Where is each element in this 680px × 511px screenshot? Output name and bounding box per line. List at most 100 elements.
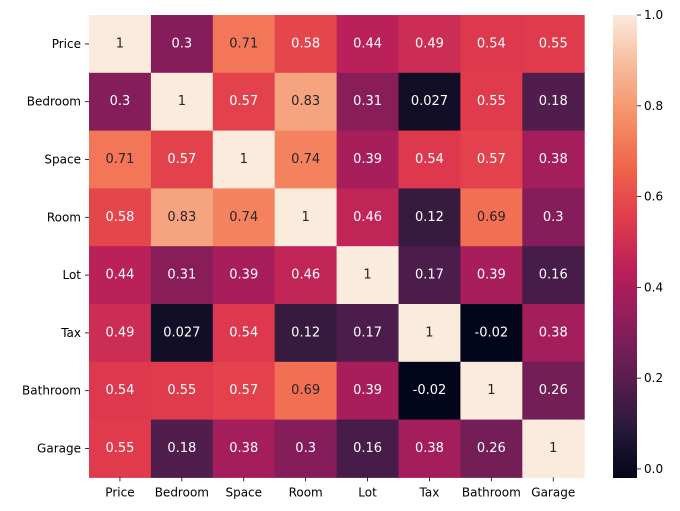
heatmap-cell xyxy=(398,130,461,189)
heatmap-cell xyxy=(522,15,585,74)
x-tick-label: Bathroom xyxy=(462,485,521,499)
heatmap-cell xyxy=(336,246,399,305)
cell-value-label: 0.18 xyxy=(539,94,568,109)
heatmap-cell xyxy=(212,246,276,305)
heatmap-cell xyxy=(460,188,523,247)
cell-value-label: 0.57 xyxy=(167,152,196,167)
cell-value-label: 0.38 xyxy=(415,441,444,456)
heatmap-cell xyxy=(150,188,214,247)
colorbar-tick-label: 1.0 xyxy=(644,8,663,22)
cell-value-label: 0.57 xyxy=(229,383,258,398)
cell-value-label: 0.83 xyxy=(291,94,320,109)
y-tick-label: Bedroom xyxy=(27,95,81,109)
x-tick-label: Garage xyxy=(531,485,575,499)
cell-value-label: 0.46 xyxy=(353,210,382,225)
cell-value-label: 0.16 xyxy=(539,268,568,283)
heatmap-cell xyxy=(89,72,152,132)
cell-value-label: 0.12 xyxy=(415,210,444,225)
heatmap-cell xyxy=(274,361,338,421)
heatmap-cell xyxy=(460,419,523,478)
cell-value-label: 0.69 xyxy=(291,383,320,398)
heatmap-cell xyxy=(274,246,338,305)
colorbar-tick-label: 0.2 xyxy=(644,371,663,385)
cell-value-label: -0.02 xyxy=(413,383,447,398)
cell-value-label: 0.3 xyxy=(295,441,316,456)
heatmap-cell xyxy=(212,304,276,363)
y-tick-label: Space xyxy=(44,153,81,167)
heatmap-cell xyxy=(398,72,461,132)
cell-value-label: 0.69 xyxy=(477,210,506,225)
cell-value-label: 0.54 xyxy=(229,325,258,340)
x-tick-labels: Price Bedroom Space Room Lot Tax Bathroom Garag… xyxy=(105,477,575,499)
y-tick-label: Bathroom xyxy=(22,384,81,398)
cell-value-label: 1 xyxy=(240,152,248,167)
x-tick-label: Bedroom xyxy=(155,485,209,499)
cell-value-label: 0.38 xyxy=(539,152,568,167)
cell-value-label: 0.17 xyxy=(415,268,444,283)
cell-value-label: 0.74 xyxy=(229,210,258,225)
heatmap-cell xyxy=(460,246,523,305)
heatmap-cell xyxy=(150,304,214,363)
heatmap-cell xyxy=(212,72,276,132)
cell-value-label: 0.31 xyxy=(353,94,382,109)
heatmap-cell xyxy=(522,361,585,421)
colorbar-gradient xyxy=(613,15,637,478)
cell-value-label: 0.55 xyxy=(539,36,568,51)
cell-value-label: 0.58 xyxy=(105,210,134,225)
heatmap-cell xyxy=(398,246,461,305)
cell-value-label: 1 xyxy=(549,441,557,456)
cell-value-label: 1 xyxy=(116,36,124,51)
heatmap-cell xyxy=(460,72,523,132)
y-tick-label: Garage xyxy=(37,442,81,456)
x-tick-label: Tax xyxy=(419,485,440,499)
cell-value-label: 0.26 xyxy=(477,441,506,456)
cell-value-label: 0.46 xyxy=(291,268,320,283)
cell-value-label: 0.3 xyxy=(110,94,131,109)
x-tick-label: Space xyxy=(225,485,262,499)
cell-value-label: 0.49 xyxy=(105,325,134,340)
heatmap-cell xyxy=(89,15,152,74)
colorbar-tick-label: 0.6 xyxy=(644,190,663,204)
cell-value-label: 0.55 xyxy=(105,441,134,456)
cell-value-label: 1 xyxy=(302,210,310,225)
heatmap-cell xyxy=(212,188,276,247)
heatmap-cell xyxy=(398,419,461,478)
y-tick-labels: Price Bedroom Space Room Lot Tax Bathroom Garag… xyxy=(22,37,89,456)
heatmap-cell xyxy=(89,188,152,247)
heatmap-cell xyxy=(336,419,399,478)
cell-value-label: 0.49 xyxy=(415,36,444,51)
x-tick-label: Lot xyxy=(358,485,377,499)
heatmap-cell xyxy=(522,304,585,363)
heatmap-cell xyxy=(522,419,585,478)
cell-value-label: 0.3 xyxy=(172,36,193,51)
heatmap-cell xyxy=(89,419,152,478)
cell-value-label: 1 xyxy=(178,94,186,109)
cell-value-label: 0.39 xyxy=(353,383,382,398)
cell-value-label: 0.027 xyxy=(163,325,200,340)
heatmap-cell xyxy=(89,304,152,363)
cell-value-label: 0.54 xyxy=(477,36,506,51)
heatmap-cell xyxy=(336,72,399,132)
cell-value-label: 0.71 xyxy=(229,36,258,51)
heatmap-cell xyxy=(150,15,214,74)
heatmap-cell xyxy=(336,361,399,421)
heatmap-cell xyxy=(336,188,399,247)
heatmap-cell xyxy=(522,130,585,189)
heatmap-cell xyxy=(398,188,461,247)
cell-value-label: 0.31 xyxy=(167,268,196,283)
heatmap-value-labels: 1 0.3 0.71 0.58 0.44 0.49 0.54 0.550.3 1 0.57 0.83… xyxy=(105,36,567,456)
cell-value-label: 0.027 xyxy=(411,94,448,109)
heatmap-cell xyxy=(212,15,276,74)
heatmap-cell xyxy=(150,419,214,478)
cell-value-label: -0.02 xyxy=(475,325,509,340)
heatmap-cell xyxy=(460,304,523,363)
cell-value-label: 0.39 xyxy=(229,268,258,283)
heatmap-cell xyxy=(460,361,523,421)
heatmap-cell xyxy=(150,361,214,421)
heatmap-cell xyxy=(89,361,152,421)
heatmap-cell xyxy=(274,188,338,247)
colorbar-tick-label: 0.8 xyxy=(644,99,663,113)
cell-value-label: 0.57 xyxy=(477,152,506,167)
cell-value-label: 1 xyxy=(363,268,371,283)
heatmap-cell xyxy=(150,130,214,189)
